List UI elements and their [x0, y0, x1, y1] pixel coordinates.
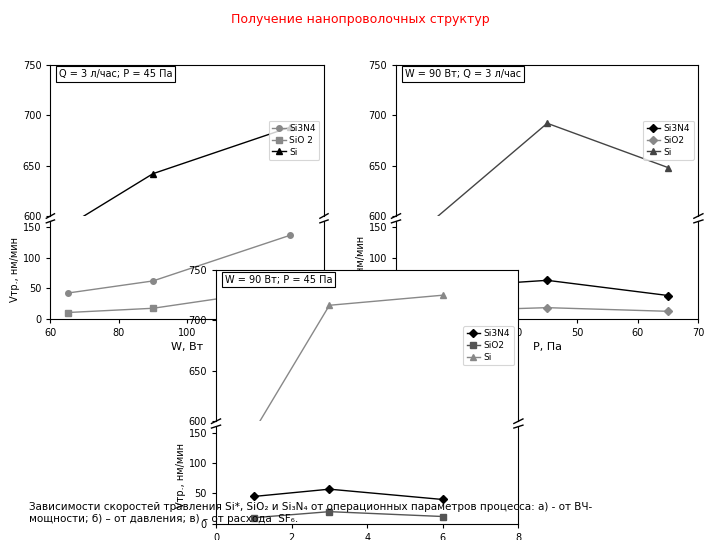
- Line: Si: Si: [423, 120, 672, 230]
- Si3N4: [543, 277, 552, 284]
- Si: [250, 162, 258, 168]
- Line: Si3N4: Si3N4: [65, 233, 292, 296]
- Text: Зависимости скоростей травления Si*, SiO₂ и Si₃N₄ от операционных параметров про: Зависимости скоростей травления Si*, SiO…: [29, 502, 592, 524]
- Si: [543, 120, 552, 126]
- Si3N4: [664, 292, 672, 299]
- SiO2: [325, 509, 333, 515]
- Line: SiO2: SiO2: [251, 509, 446, 521]
- SiO 2: [148, 305, 157, 312]
- Si: [664, 164, 672, 171]
- Si: [422, 223, 431, 230]
- Si3N4: [285, 232, 294, 239]
- SiO2: [664, 308, 672, 314]
- SiO2: [543, 305, 552, 311]
- Line: Si: Si: [64, 124, 293, 230]
- Si: [250, 428, 258, 435]
- Text: W = 90 Вт; P = 45 Па: W = 90 Вт; P = 45 Па: [225, 274, 333, 285]
- SiO 2: [285, 285, 294, 292]
- Line: SiO2: SiO2: [423, 305, 671, 314]
- Text: W = 90 Вт; Q = 3 л/час: W = 90 Вт; Q = 3 л/час: [405, 69, 521, 79]
- Text: Получение нанопроволочных структур: Получение нанопроволочных структур: [230, 14, 490, 26]
- Si: [325, 86, 333, 93]
- SiO2: [438, 513, 447, 519]
- Legend: Si3N4, SiO 2, Si: Si3N4, SiO 2, Si: [269, 120, 320, 160]
- Legend: Si3N4, SiO2, Si: Si3N4, SiO2, Si: [463, 326, 514, 366]
- Y-axis label: Vтр., нм/мин: Vтр., нм/мин: [176, 443, 186, 508]
- Si: [438, 292, 447, 299]
- Text: Q = 3 л/час; P = 45 Па: Q = 3 л/час; P = 45 Па: [58, 69, 172, 79]
- Y-axis label: V тр., нм/мин: V тр., нм/мин: [356, 236, 366, 304]
- SiO 2: [63, 309, 72, 316]
- Legend: Si3N4, SiO2, Si: Si3N4, SiO2, Si: [643, 120, 694, 160]
- Line: Si3N4: Si3N4: [251, 487, 446, 502]
- SiO2: [422, 308, 431, 314]
- Si: [438, 80, 447, 86]
- Si3N4: [63, 290, 72, 296]
- Si3N4: [148, 278, 157, 284]
- Si: [285, 124, 294, 131]
- Si: [325, 302, 333, 308]
- Si3N4: [422, 285, 431, 292]
- Line: Si3N4: Si3N4: [423, 278, 671, 298]
- Si: [148, 171, 157, 177]
- Si3N4: [438, 496, 447, 503]
- SiO2: [250, 515, 258, 521]
- Si3N4: [250, 493, 258, 500]
- Si3N4: [325, 486, 333, 492]
- Si: [63, 223, 72, 230]
- X-axis label: Р, Па: Р, Па: [533, 342, 562, 352]
- X-axis label: W, Вт: W, Вт: [171, 342, 203, 352]
- Y-axis label: Vтр., нм/мин: Vтр., нм/мин: [10, 238, 20, 302]
- Line: Si: Si: [251, 80, 446, 169]
- Line: SiO 2: SiO 2: [65, 286, 292, 315]
- Line: Si: Si: [251, 292, 446, 435]
